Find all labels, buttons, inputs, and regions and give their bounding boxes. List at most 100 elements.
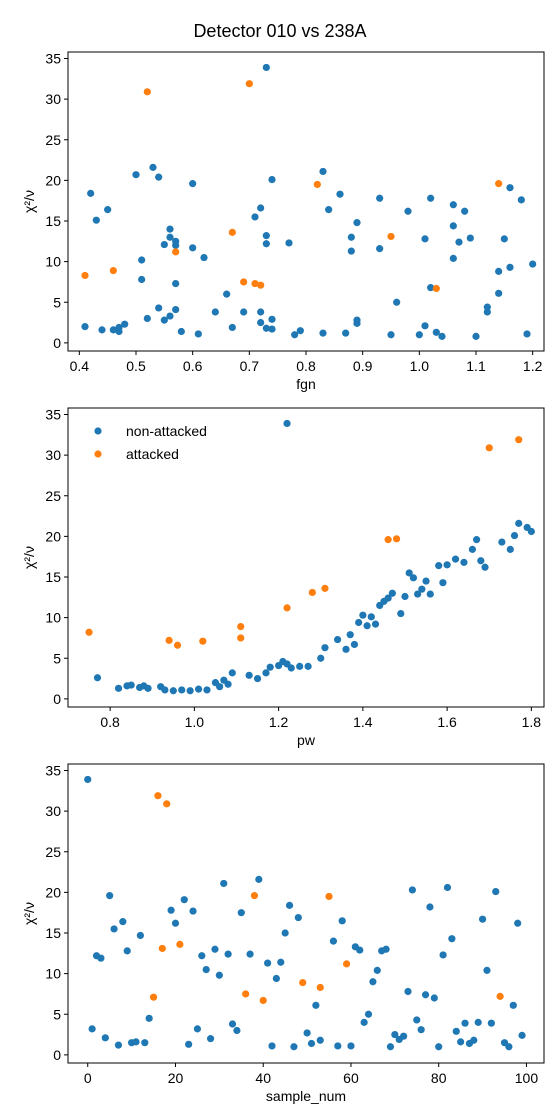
- y-tick-label: 25: [45, 488, 61, 504]
- data-point: [495, 267, 503, 275]
- data-point: [257, 318, 265, 327]
- data-point: [166, 233, 174, 241]
- x-tick-label: 0.4: [70, 358, 90, 374]
- y-tick-label: 20: [45, 884, 61, 900]
- data-point: [387, 331, 395, 339]
- data-point: [268, 315, 276, 323]
- data-point: [98, 326, 106, 334]
- y-tick-label: 5: [53, 294, 61, 310]
- x-tick-label: 20: [168, 1070, 184, 1086]
- data-point: [448, 935, 456, 943]
- data-point: [166, 312, 174, 320]
- data-point: [461, 207, 469, 215]
- data-point: [397, 609, 405, 618]
- data-point: [325, 892, 333, 901]
- y-tick-label: 25: [45, 844, 61, 860]
- data-point: [496, 992, 504, 1000]
- data-point: [449, 222, 457, 230]
- data-point: [215, 971, 223, 979]
- data-point: [110, 925, 118, 933]
- x-tick-label: 0.9: [353, 358, 373, 374]
- data-point: [193, 1025, 202, 1033]
- data-point: [325, 206, 333, 214]
- data-point: [283, 419, 291, 428]
- data-point: [240, 278, 248, 286]
- data-point: [427, 194, 435, 202]
- x-tick-label: 60: [343, 1070, 359, 1086]
- data-point: [109, 326, 117, 334]
- data-point: [257, 308, 265, 316]
- data-point: [93, 674, 102, 682]
- data-point: [251, 279, 259, 288]
- data-point: [161, 686, 169, 694]
- data-point: [88, 1025, 96, 1033]
- data-point: [291, 331, 299, 339]
- data-point: [132, 171, 140, 179]
- data-point: [268, 1042, 276, 1050]
- data-point: [392, 535, 401, 543]
- plot-frame: [67, 763, 545, 1064]
- data-point: [517, 196, 525, 204]
- legend: non-attacked attacked: [94, 423, 207, 462]
- data-point: [277, 958, 285, 966]
- x-tick-label: 1.0: [410, 358, 430, 374]
- data-point: [176, 940, 184, 948]
- data-point: [518, 1031, 526, 1039]
- y-tick-label: 20: [45, 172, 61, 188]
- y-tick-label: 5: [53, 650, 61, 666]
- data-point: [400, 1032, 408, 1040]
- data-point: [245, 671, 253, 679]
- data-point: [262, 669, 270, 677]
- data-point: [143, 314, 151, 323]
- data-point: [169, 687, 177, 695]
- data-point: [422, 577, 430, 585]
- data-point: [240, 308, 248, 316]
- data-point: [186, 687, 194, 695]
- y-tick-label: 30: [45, 447, 61, 463]
- data-point: [509, 1001, 517, 1009]
- data-point: [313, 180, 321, 189]
- data-point: [439, 579, 447, 587]
- y-tick-label: 0: [53, 335, 61, 351]
- data-point: [452, 1027, 460, 1035]
- data-point: [466, 234, 474, 242]
- data-point: [478, 915, 487, 923]
- data-point: [294, 913, 302, 922]
- data-point: [242, 990, 250, 998]
- data-point: [435, 1043, 443, 1051]
- data-point: [333, 635, 342, 644]
- data-point: [171, 919, 180, 927]
- data-point: [391, 1030, 399, 1039]
- data-point: [228, 323, 236, 332]
- data-point: [384, 594, 392, 602]
- data-point: [121, 320, 129, 328]
- x-tick-label: 0.8: [100, 714, 120, 730]
- data-point: [483, 303, 491, 311]
- data-point: [468, 545, 476, 553]
- data-point: [474, 1018, 482, 1026]
- x-tick-label: 0.5: [126, 358, 146, 374]
- data-point: [262, 232, 270, 240]
- x-tick-label: 1.2: [269, 714, 289, 730]
- data-point: [388, 589, 396, 597]
- legend-marker: [94, 427, 102, 435]
- data-point: [268, 325, 276, 333]
- data-point: [143, 88, 151, 96]
- data-point: [384, 536, 392, 544]
- data-point: [127, 681, 135, 689]
- x-axis-label: pw: [297, 732, 316, 748]
- x-tick-label: 40: [255, 1070, 271, 1086]
- data-point: [287, 664, 295, 672]
- y-tick-label: 0: [53, 1047, 61, 1063]
- x-tick-label: 1.4: [353, 714, 373, 730]
- data-point: [224, 680, 232, 688]
- data-point: [449, 254, 457, 262]
- series-attacked: [149, 792, 504, 1005]
- data-point: [435, 562, 443, 570]
- series-attacked: [81, 80, 503, 293]
- x-tick-label: 1.8: [522, 714, 542, 730]
- data-point: [251, 213, 259, 221]
- data-point: [347, 247, 355, 255]
- data-point: [356, 946, 364, 954]
